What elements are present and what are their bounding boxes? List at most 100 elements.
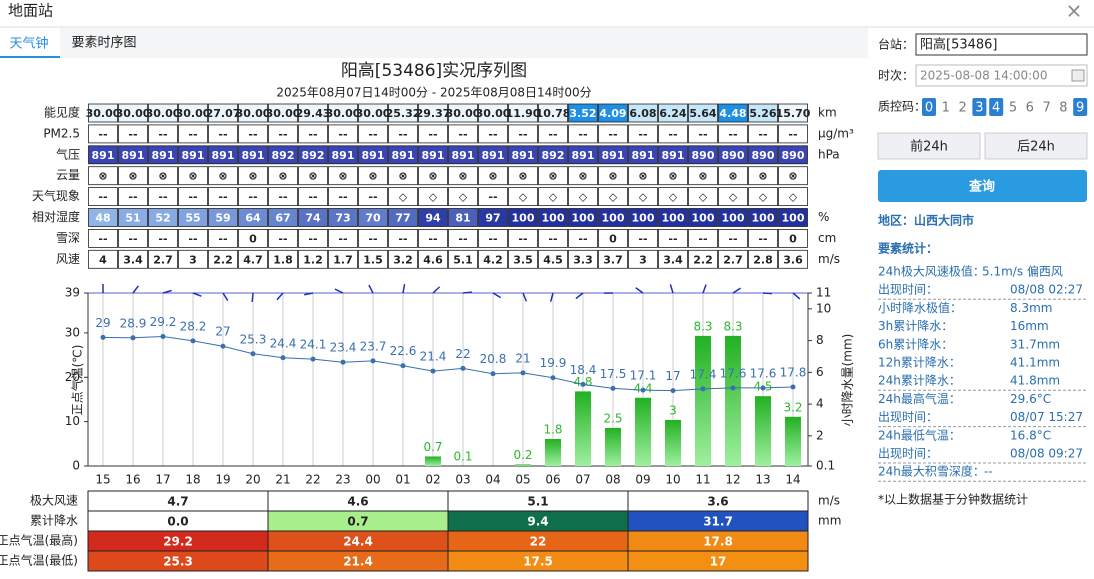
cell: [178, 208, 208, 227]
cell-text: --: [218, 191, 227, 204]
y-tick-label: 30: [65, 325, 80, 339]
cell-text: --: [788, 128, 797, 141]
cell-text: --: [758, 128, 767, 141]
cell-text: 30.00: [326, 107, 361, 120]
cell: [688, 124, 718, 144]
qc-code[interactable]: 2: [958, 101, 966, 116]
cell: [508, 187, 538, 207]
button-text: 查询: [968, 179, 995, 195]
tab[interactable]: 天气钟: [9, 36, 48, 52]
cell-text: ◇: [399, 191, 408, 204]
cell-text: 100: [722, 212, 745, 225]
cell-text: ⊗: [488, 170, 497, 183]
qc-code[interactable]: 5: [1009, 101, 1017, 116]
cell: [658, 208, 688, 227]
cell: [748, 166, 778, 186]
cell: [358, 103, 388, 123]
cell-text: ◇: [699, 191, 708, 204]
y-axis-label: 正点气温(℃): [70, 345, 85, 416]
cell-text: ⊗: [428, 170, 437, 183]
cell-text: 55: [185, 212, 200, 225]
cell-text: 100: [602, 212, 625, 225]
cell: [658, 249, 688, 269]
next-button[interactable]: [984, 132, 1088, 160]
cell: [778, 124, 808, 144]
cell: [598, 103, 628, 123]
y2-tick-label: 10: [816, 301, 831, 315]
cell: [658, 187, 688, 207]
bar-label: 2.5: [603, 411, 622, 425]
close-button[interactable]: ×: [1066, 0, 1083, 23]
cell: [688, 145, 718, 165]
station-input[interactable]: [915, 33, 1088, 56]
prev-button[interactable]: [877, 132, 981, 160]
cell-text: 94: [425, 212, 441, 225]
cell: [718, 208, 748, 227]
summary-text: 4.7: [167, 495, 188, 509]
cell-text: 100: [632, 212, 655, 225]
qc-code[interactable]: 1: [942, 101, 950, 116]
cell-text: --: [578, 128, 587, 141]
cell: [778, 208, 808, 227]
cell: [178, 187, 208, 207]
temp-point: [700, 386, 706, 392]
time-input[interactable]: [915, 64, 1088, 87]
wind-barb: [635, 287, 644, 294]
cell: [628, 208, 658, 227]
cell: [658, 228, 688, 248]
stat-value: 41.8mm: [1010, 374, 1060, 388]
cell-text: 4.09: [599, 107, 626, 120]
bar-label: 3.2: [783, 400, 802, 414]
x-tick-label: 08: [605, 473, 620, 487]
cell: [568, 249, 598, 269]
cell: [598, 124, 628, 144]
cell: [298, 145, 328, 165]
stat-label: 24h最高气温：: [878, 391, 961, 406]
qc-code[interactable]: 3: [975, 101, 983, 116]
bar-label: 8.3: [693, 319, 712, 333]
qc-code[interactable]: 0: [925, 101, 933, 116]
cell-text: --: [728, 128, 737, 141]
cell: [748, 187, 778, 207]
cell: [118, 145, 148, 165]
qc-code[interactable]: 4: [992, 101, 1000, 116]
cell-text: --: [278, 128, 287, 141]
cell: [178, 228, 208, 248]
temp-point: [160, 333, 166, 339]
y2-tick-label: 8: [816, 333, 824, 347]
qc-code[interactable]: 7: [1042, 101, 1050, 116]
x-tick-label: 07: [575, 473, 590, 487]
cell: [88, 124, 118, 144]
y2-tick-label: 6: [816, 365, 824, 379]
bar-label: 0.1: [453, 450, 472, 464]
cell-text: 891: [152, 149, 175, 162]
stat-value: 8.3mm: [1010, 301, 1052, 315]
bar: [755, 396, 771, 466]
cell: [448, 249, 478, 269]
stat-label: 24h极大风速极值：: [878, 264, 985, 279]
tab[interactable]: 要素时序图: [71, 36, 136, 51]
cell: [358, 249, 388, 269]
cell-text: 100: [692, 212, 715, 225]
cell: [478, 187, 508, 207]
cell: [718, 249, 748, 269]
cell-text: 0: [609, 232, 617, 245]
cell-text: 4.5: [543, 253, 563, 266]
qc-code[interactable]: 8: [1059, 101, 1067, 116]
cell: [238, 187, 268, 207]
cell: [448, 145, 478, 165]
x-tick-label: 10: [665, 473, 680, 487]
wind-barb: [276, 292, 284, 301]
cell: [508, 103, 538, 123]
cell-text: --: [188, 232, 197, 245]
cell: [418, 249, 448, 269]
cell: [568, 145, 598, 165]
cell: [418, 103, 448, 123]
y2-axis-label: 小时降水量(mm): [841, 334, 855, 427]
cell-text: --: [458, 232, 467, 245]
qc-code[interactable]: 9: [1076, 101, 1084, 116]
query-button[interactable]: [878, 170, 1087, 202]
cell: [508, 145, 538, 165]
cell-text: --: [458, 128, 467, 141]
qc-code[interactable]: 6: [1026, 101, 1034, 116]
